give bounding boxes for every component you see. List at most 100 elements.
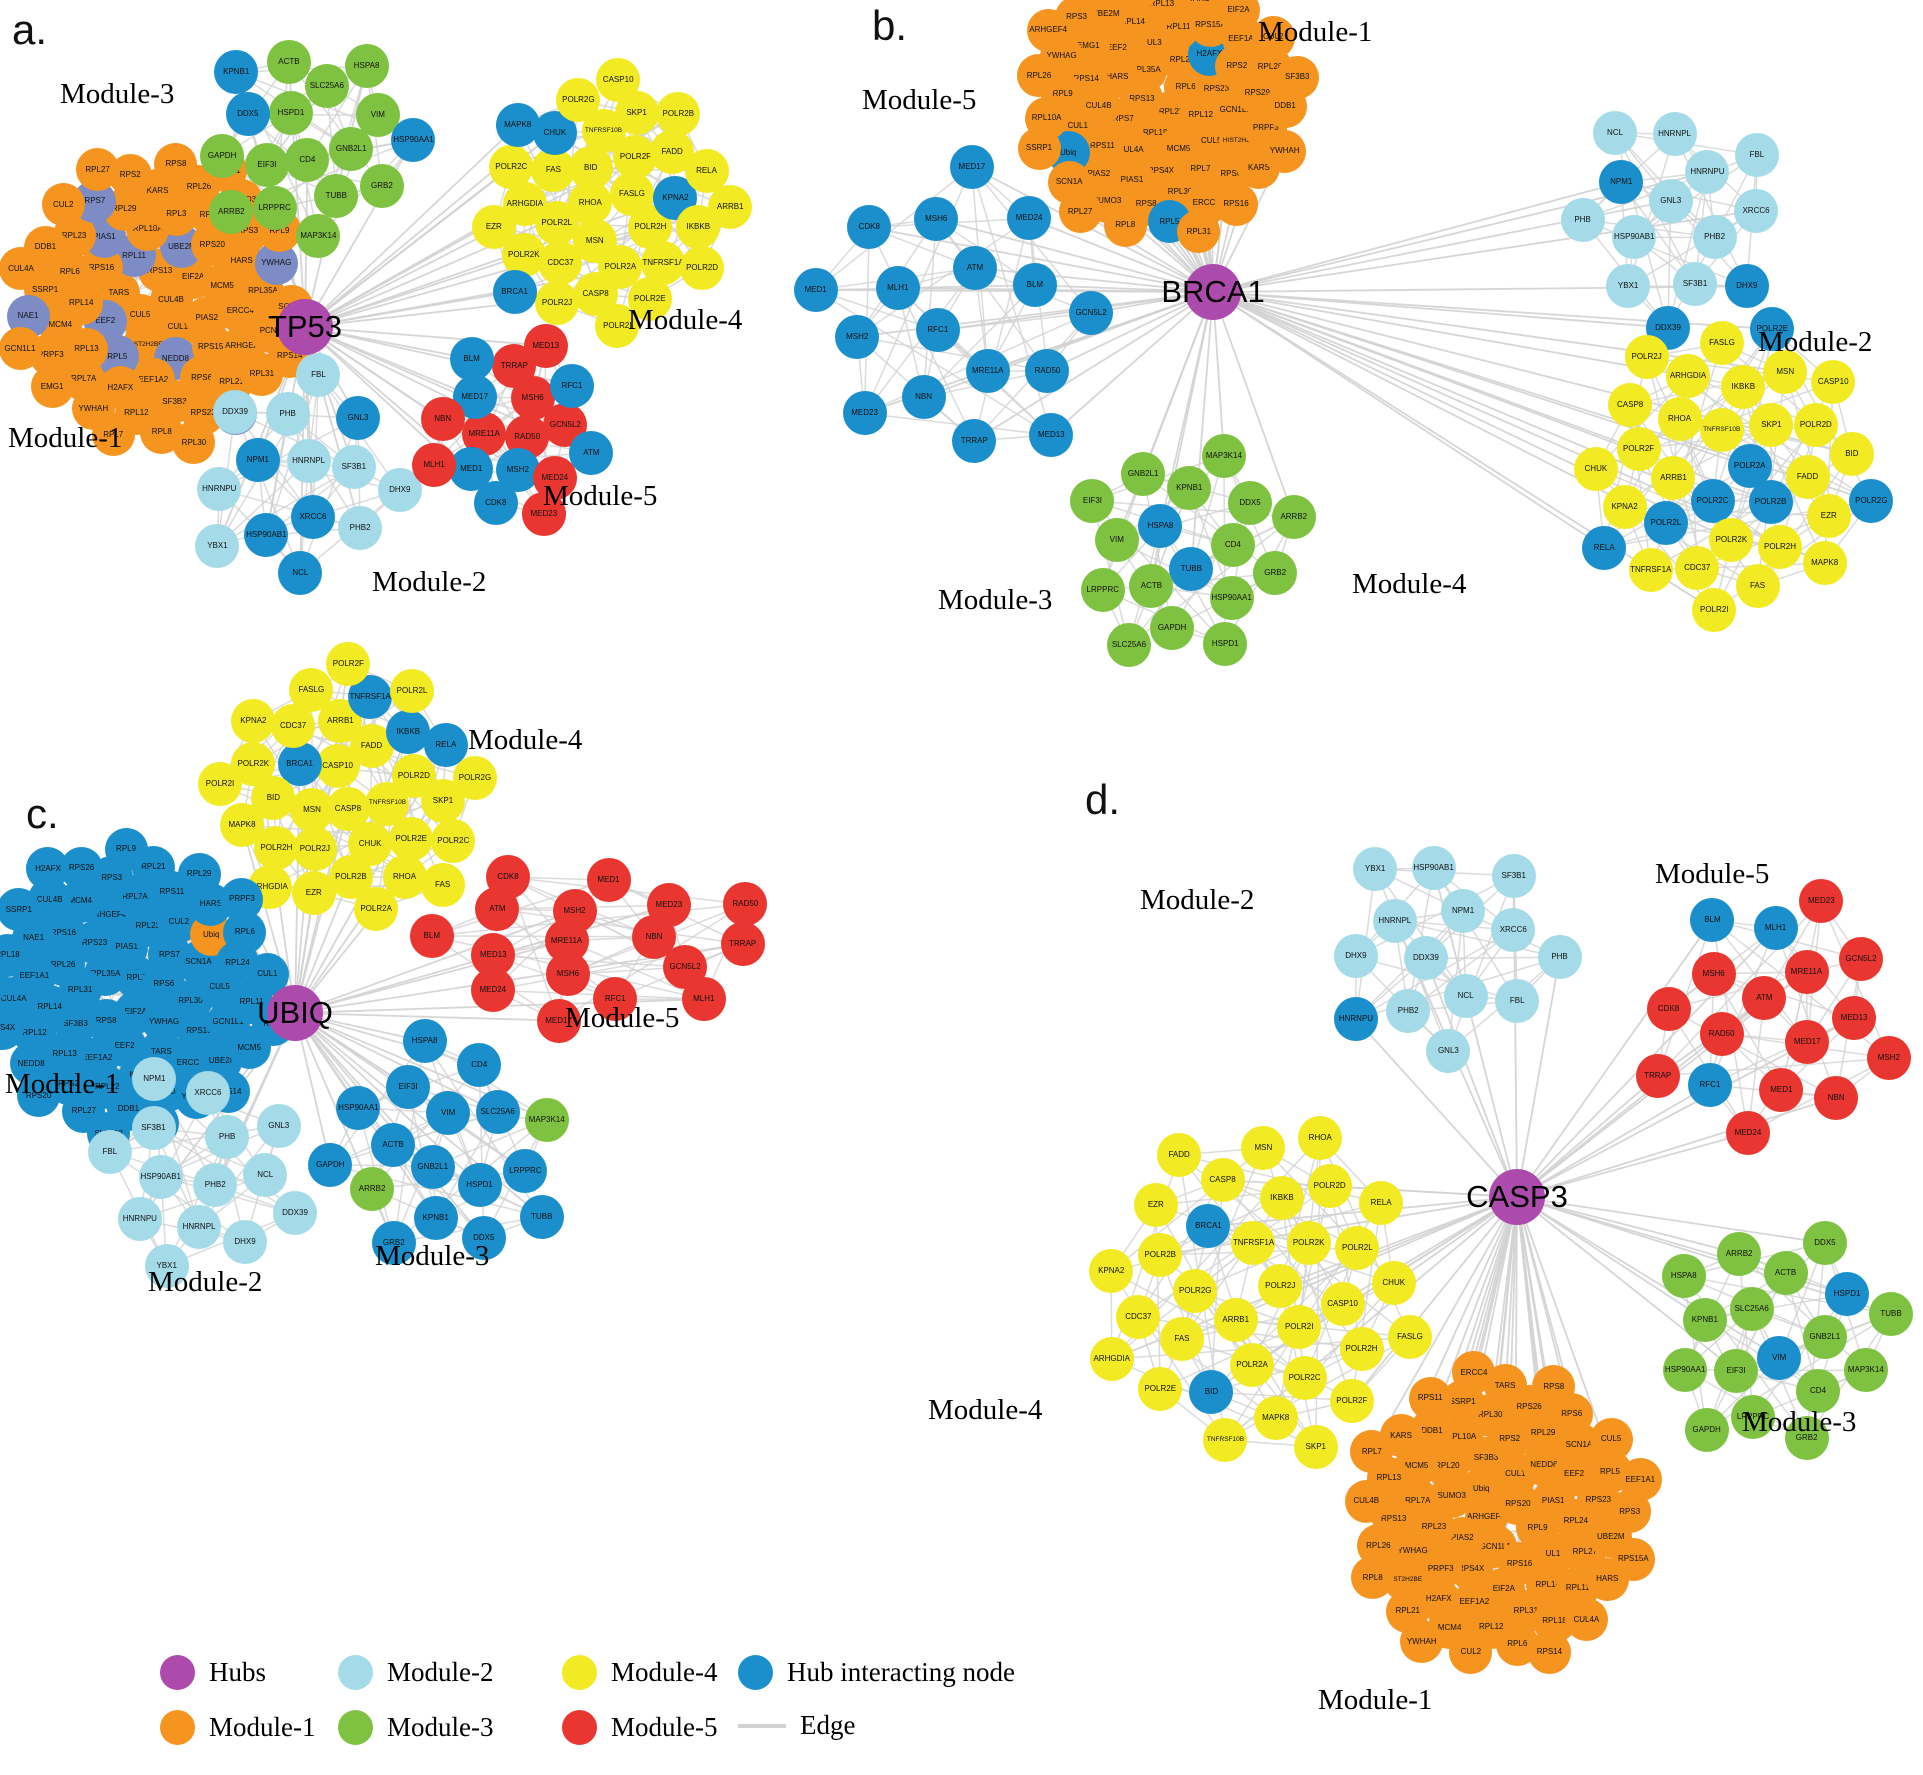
network-node: RHOA	[1657, 397, 1702, 442]
legend-edge-sample	[738, 1723, 786, 1728]
network-node: CDC37	[1675, 545, 1720, 590]
module-label: Module-4	[1352, 568, 1467, 600]
network-node: POLR2L	[1335, 1226, 1380, 1271]
network-node: KPNA2	[1089, 1249, 1134, 1294]
network-node: HSPA8	[1661, 1254, 1706, 1299]
network-node: LRPPRC	[1731, 1394, 1776, 1439]
network-node: POLR2D	[680, 245, 725, 290]
network-node: HNRNPL	[1652, 112, 1697, 157]
network-node: DDX39	[273, 1191, 318, 1236]
edge	[371, 1064, 480, 1190]
hub-node	[1185, 264, 1241, 320]
network-node: RPL9	[104, 827, 148, 871]
edge	[1178, 1154, 1281, 1287]
edge	[1190, 291, 1214, 570]
network-node: POLR2I	[1692, 588, 1737, 633]
hub-label: UBIQ	[257, 995, 333, 1030]
network-node: SLC25A6	[1729, 1287, 1774, 1332]
network-node: POLR2F	[1329, 1378, 1374, 1423]
network-node: FAS	[531, 147, 576, 192]
network-node: RFC1	[1687, 1062, 1732, 1107]
network-node: HSP90AB1	[138, 1154, 183, 1199]
network-node: DDX5	[225, 92, 270, 137]
edge	[1212, 181, 1622, 293]
network-node: DDX5	[461, 1215, 506, 1260]
network-node: MAP3K14	[524, 1097, 569, 1142]
network-node: RPL27	[76, 148, 120, 192]
network-node: HSP90AA1	[391, 118, 436, 163]
edge	[497, 908, 743, 945]
network-node: POLR2I	[198, 762, 243, 807]
network-node: MAPK8	[495, 103, 540, 148]
network-node: POLR2L	[390, 669, 435, 714]
network-node: MAP3K14	[296, 214, 341, 259]
network-node: RAD50	[1699, 1011, 1744, 1056]
module-label: Module-2	[148, 1266, 263, 1298]
network-node: NCL	[1443, 973, 1488, 1018]
network-node: YWHAH	[1263, 129, 1307, 173]
network-node: HSPD1	[457, 1162, 502, 1207]
network-node: POLR2J	[535, 281, 580, 326]
network-node: MED23	[521, 492, 566, 537]
network-node: ARRB1	[708, 185, 753, 230]
network-node: POLR2G	[556, 78, 601, 123]
network-node: NBN	[901, 375, 946, 420]
edge	[1212, 291, 1715, 612]
network-node: BLM	[1690, 898, 1735, 943]
network-node: CD4	[1796, 1369, 1841, 1414]
edge	[234, 411, 302, 574]
edge	[974, 267, 1214, 293]
network-node: FADD	[1785, 455, 1830, 500]
network-node: HNRNPL	[286, 438, 331, 483]
network-node: MSH6	[545, 952, 590, 997]
edge	[1738, 1253, 1754, 1417]
legend-swatch	[160, 1710, 195, 1745]
edge	[1516, 1096, 1837, 1198]
network-node: HNRNPU	[1685, 150, 1730, 195]
network-node: MRE11A	[1784, 950, 1829, 994]
network-node: NBN	[420, 397, 465, 442]
network-node: POLR2C	[1282, 1356, 1327, 1401]
edge	[304, 124, 519, 328]
network-node: RAD50	[1025, 348, 1070, 393]
network-node: PHB	[1537, 935, 1582, 980]
network-node: POLR2B	[328, 855, 373, 900]
network-node: TRRAP	[952, 418, 997, 463]
network-node: SF3B1	[1673, 262, 1718, 307]
edge	[1028, 217, 1214, 293]
module-label: Module-2	[372, 566, 487, 598]
network-node: CUL4B	[1344, 1479, 1388, 1523]
edge	[935, 218, 1049, 372]
edge	[1582, 218, 1748, 288]
network-node: SLC25A6	[1106, 623, 1151, 668]
network-node: MAPK8	[1802, 541, 1847, 586]
network-node: FASLG	[609, 171, 654, 216]
network-node: GNB2L1	[1802, 1314, 1847, 1359]
edge	[1212, 285, 1747, 293]
network-node: EZR	[1806, 493, 1851, 538]
network-node: EZR	[291, 870, 336, 915]
network-node: SSRP1	[1017, 126, 1061, 170]
network-node: EEF1A1	[1618, 1458, 1662, 1502]
legend-item: Module-2	[338, 1655, 493, 1690]
network-node: MED24	[1725, 1111, 1770, 1156]
edge	[1627, 209, 1757, 287]
edge	[1516, 1196, 1706, 1321]
edge	[294, 909, 575, 1014]
network-node: BID	[568, 145, 613, 190]
network-node: CASP10	[596, 58, 641, 103]
network-node: POLR2H	[1339, 1326, 1384, 1371]
network-node: MSH2	[495, 448, 540, 493]
network-node: BLM	[449, 336, 494, 381]
legend-item: Module-1	[160, 1710, 315, 1745]
network-node: BLM	[1012, 263, 1057, 308]
network-node: HSPA8	[402, 1019, 447, 1064]
network-node: MRE11A	[965, 349, 1010, 394]
network-node: POLR2D	[1793, 403, 1838, 448]
network-node: CDK8	[473, 481, 518, 526]
edge	[288, 61, 383, 187]
network-node: NPM1	[1441, 889, 1486, 934]
network-node: EIF3I	[1714, 1348, 1759, 1393]
network-node: EIF3I	[244, 142, 289, 187]
network-node: MAP3K14	[1201, 433, 1246, 478]
